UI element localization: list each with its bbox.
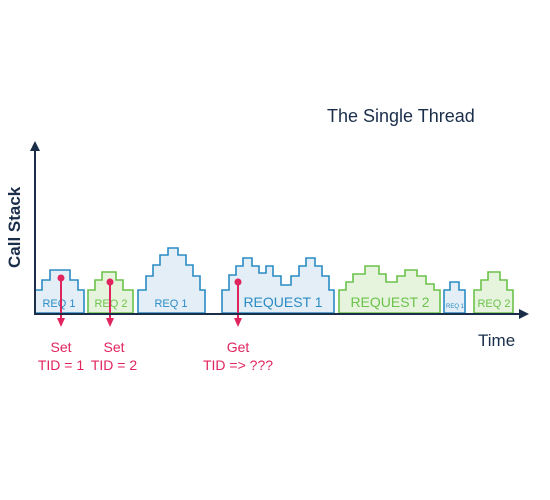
stack-block-1: REQ 1 xyxy=(34,269,85,314)
stack-profile-1 xyxy=(34,269,85,314)
stack-block-6: REQ 1 xyxy=(443,281,466,314)
annotation-2-line2: TID = 2 xyxy=(90,357,138,373)
marker-set-1 xyxy=(57,274,65,327)
marker-arrow-2 xyxy=(106,318,114,327)
marker-set-2 xyxy=(106,278,114,327)
stack-profile-3 xyxy=(137,247,206,314)
annotation-2-line1: Set xyxy=(103,339,125,355)
annotation-1-line2: TID = 1 xyxy=(37,357,85,373)
marker-arrow-3 xyxy=(234,318,242,327)
annotation-set-tid-1: Set TID = 1 xyxy=(31,338,91,374)
stack-block-4: REQUEST 1 xyxy=(221,257,335,314)
stack-profile-7 xyxy=(473,271,514,314)
stack-block-7: REQ 2 xyxy=(473,271,514,314)
annotation-3-line2: TID => ??? xyxy=(202,357,274,373)
annotation-3-line1: Get xyxy=(226,339,250,355)
stack-block-5: REQUEST 2 xyxy=(338,265,441,314)
annotation-set-tid-2: Set TID = 2 xyxy=(84,338,144,374)
stack-block-3: REQ 1 xyxy=(137,247,206,314)
block-label-4: REQUEST 1 xyxy=(243,294,322,310)
stack-profile-5 xyxy=(338,265,441,314)
marker-get xyxy=(234,278,242,327)
block-label-5: REQUEST 2 xyxy=(350,294,429,310)
block-label-7: REQ 2 xyxy=(477,298,510,310)
stack-profile-4 xyxy=(221,257,335,314)
block-label-1: REQ 1 xyxy=(42,298,75,310)
block-label-6: REQ 1 xyxy=(446,304,465,310)
stack-profile-6 xyxy=(443,281,466,314)
x-axis-label: Time xyxy=(478,331,516,350)
marker-arrow-1 xyxy=(57,318,65,327)
block-label-3: REQ 1 xyxy=(154,298,187,310)
diagram-title: The Single Thread xyxy=(327,106,475,126)
annotation-get-tid: Get TID => ??? xyxy=(198,338,278,374)
annotation-1-line1: Set xyxy=(50,339,72,355)
y-axis-label: Call Stack xyxy=(5,186,24,268)
